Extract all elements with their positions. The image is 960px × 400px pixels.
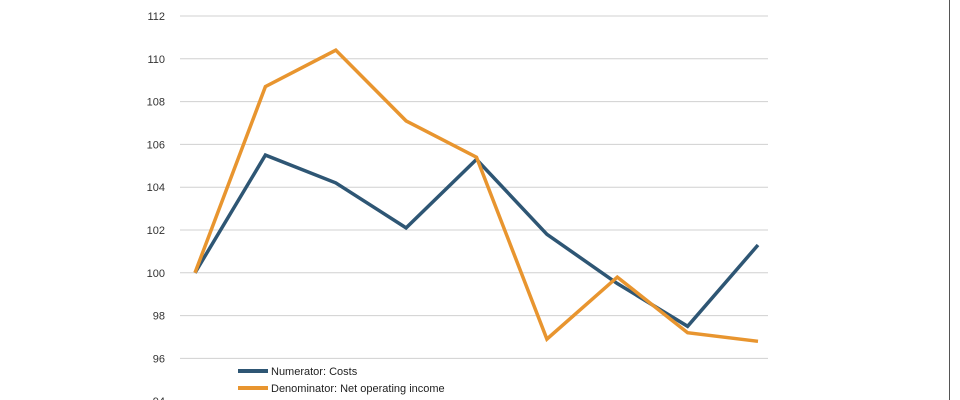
y-tick-label: 96 xyxy=(153,353,165,365)
y-tick-label: 110 xyxy=(147,54,165,66)
y-tick-label: 112 xyxy=(147,11,165,23)
y-tick-label: 100 xyxy=(147,268,165,280)
grid-lines xyxy=(180,15,768,359)
y-tick-label: 106 xyxy=(147,139,165,151)
legend: Numerator: Costs Denominator: Net operati… xyxy=(238,366,445,395)
y-tick-label: 94 xyxy=(153,396,165,400)
legend-label: Numerator: Costs xyxy=(271,366,358,378)
series-line-costs xyxy=(193,152,760,329)
y-tick-label: 98 xyxy=(153,311,165,323)
y-tick-label: 108 xyxy=(147,97,165,109)
legend-label: Denominator: Net operating income xyxy=(271,383,445,395)
y-tick-label: 102 xyxy=(147,225,165,237)
series-line-net-operating-income xyxy=(193,48,759,344)
y-axis: 94 96 98 100 102 104 106 108 110 112 xyxy=(147,11,165,400)
right-edge-border xyxy=(949,0,960,400)
y-tick-label: 104 xyxy=(147,182,165,194)
series-lines xyxy=(193,48,760,344)
